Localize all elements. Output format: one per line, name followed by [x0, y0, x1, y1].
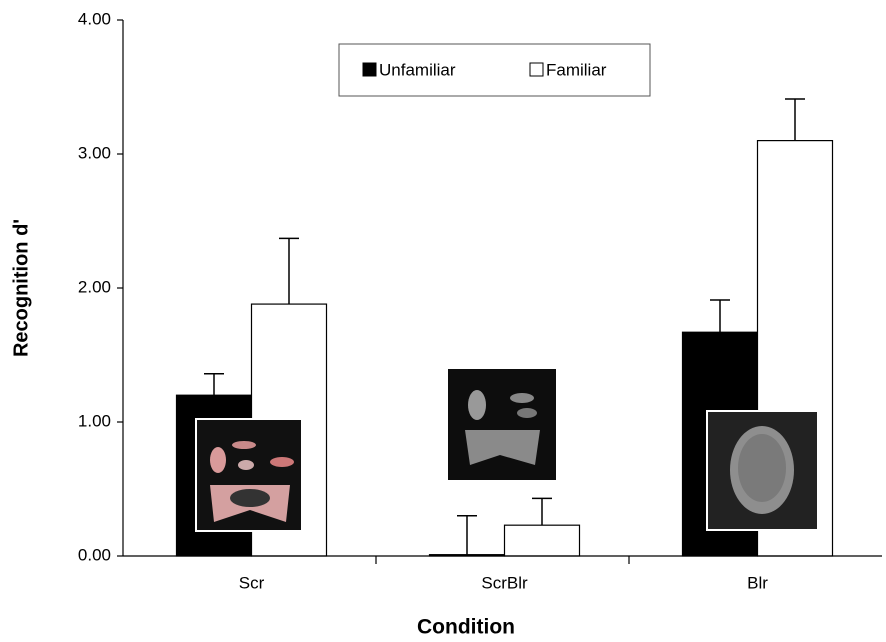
face-part	[238, 460, 254, 470]
x-tick-label: Blr	[747, 573, 768, 592]
face-part	[517, 408, 537, 418]
y-tick-label: 2.00	[78, 277, 111, 296]
face-part	[232, 441, 256, 449]
legend-label: Familiar	[546, 60, 607, 79]
inset-blr	[707, 411, 818, 530]
face-part	[468, 390, 486, 420]
inset-scr	[196, 419, 302, 531]
bar	[505, 525, 580, 556]
face-part	[210, 447, 226, 473]
inset-scrblr	[448, 369, 556, 480]
face-part	[270, 457, 294, 467]
y-tick-label: 4.00	[78, 9, 111, 28]
legend-swatch	[530, 63, 543, 76]
face-blur	[738, 434, 786, 502]
x-tick-label: ScrBlr	[481, 573, 528, 592]
x-tick-label: Scr	[239, 573, 265, 592]
y-tick-label: 1.00	[78, 411, 111, 430]
inset-frame	[448, 369, 556, 480]
legend-swatch	[363, 63, 376, 76]
page: {"chart_data": {"type": "bar", "x_label"…	[0, 0, 886, 642]
legend-label: Unfamiliar	[379, 60, 456, 79]
chart: 0.00 1.00 2.00 3.00 4.00 Scr ScrBlr Blr Conditi…	[0, 0, 886, 642]
y-axis-label: Recognition d'	[10, 219, 32, 357]
x-axis-label: Condition	[417, 616, 515, 639]
y-tick-label: 0.00	[78, 545, 111, 564]
y-tick-label: 3.00	[78, 143, 111, 162]
face-part	[510, 393, 534, 403]
face-part	[230, 489, 270, 507]
